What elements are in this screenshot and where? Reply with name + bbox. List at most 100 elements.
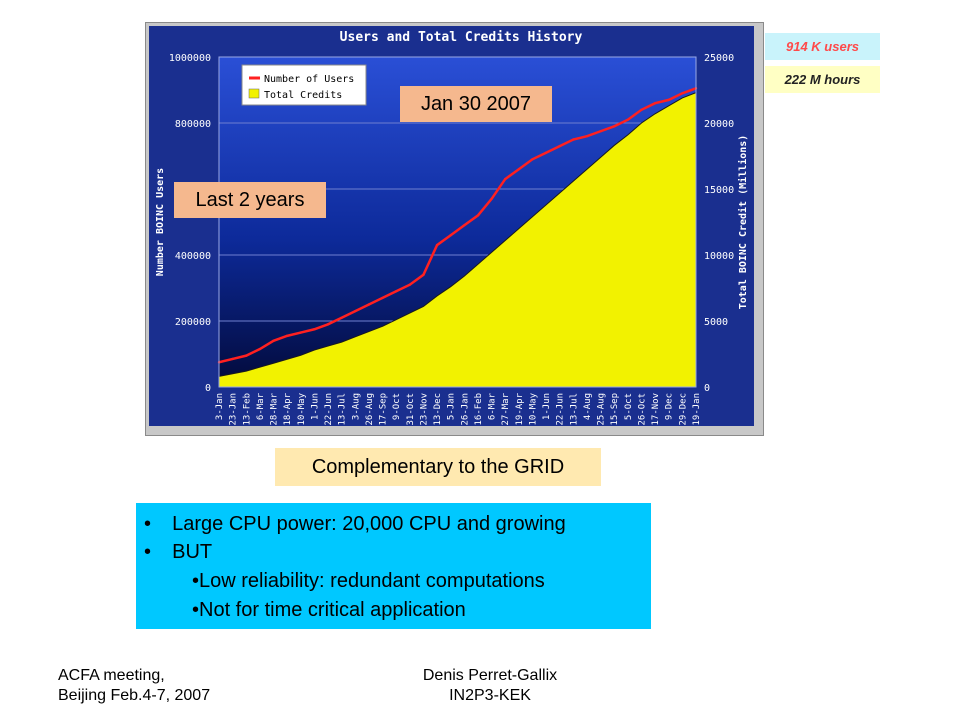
- users-point: [435, 243, 439, 247]
- users-point: [585, 135, 589, 138]
- users-point: [653, 102, 657, 105]
- x-tick-label: 6-Mar: [488, 392, 498, 420]
- bullet-cpu-power: • Large CPU power: 20,000 CPU and growin…: [144, 513, 566, 536]
- footer-meeting-line2: Beijing Feb.4-7, 2007: [58, 687, 211, 704]
- x-tick-label: 28-Mar: [270, 392, 280, 425]
- x-tick-label: 13-Jul: [338, 393, 348, 426]
- bullet-but: • BUT: [144, 541, 212, 564]
- users-point: [613, 125, 616, 128]
- x-tick-label: 26-Oct: [637, 393, 647, 426]
- bullet-not-time-critical: •Not for time critical application: [192, 599, 466, 622]
- users-point: [272, 339, 275, 342]
- x-tick-label: 23-Nov: [419, 393, 429, 426]
- legend-credits-swatch: [248, 88, 260, 99]
- x-tick-label: 31-Oct: [406, 393, 416, 426]
- users-point: [299, 331, 302, 334]
- bullet-marker: •: [144, 513, 152, 535]
- x-tick-label: 10-May: [528, 392, 538, 425]
- x-tick-label: 9-Oct: [392, 393, 402, 420]
- legend-credits-label: Total Credits: [264, 90, 342, 101]
- x-tick-label: 3-Jan: [215, 393, 225, 420]
- x-tick-label: 25-Aug: [597, 393, 607, 426]
- x-tick-label: 15-Sep: [610, 393, 620, 426]
- y-tick-label: 800000: [175, 119, 211, 130]
- chart-frame: 0200000400000600000800000100000005000100…: [145, 22, 764, 436]
- x-tick-label: 10-May: [297, 392, 307, 425]
- bullet-text: •Not for time critical application: [192, 599, 466, 621]
- x-tick-label: 1-Jun: [310, 393, 320, 420]
- plot-border: [218, 56, 697, 388]
- period-callout: Last 2 years: [174, 182, 326, 218]
- users-point: [354, 309, 357, 313]
- users-point: [517, 168, 521, 171]
- users-point: [285, 334, 289, 338]
- users-point: [558, 144, 561, 148]
- footer-meeting: ACFA meeting, Beijing Feb.4-7, 2007: [58, 666, 210, 706]
- users-point: [681, 92, 684, 95]
- x-tick-label: 17-Sep: [379, 393, 389, 426]
- x-tick-label: 1-Jun: [542, 393, 552, 420]
- credits-area: [218, 91, 697, 388]
- users-point: [394, 290, 398, 293]
- grid-subtitle: Complementary to the GRID: [275, 448, 601, 486]
- y-tick-label: 200000: [175, 317, 211, 328]
- x-tick-label: 22-Jun: [324, 393, 334, 426]
- x-tick-label: 26-Aug: [365, 393, 375, 426]
- users-point: [463, 224, 466, 227]
- users-point: [531, 158, 534, 161]
- x-tick-label: 22-Jun: [556, 393, 566, 426]
- footer-meeting-line1: ACFA meeting,: [58, 667, 165, 684]
- users-point: [544, 151, 548, 154]
- users-point: [667, 98, 670, 102]
- x-tick-label: 6-Mar: [256, 392, 266, 420]
- footer-author: Denis Perret-Gallix IN2P3-KEK: [400, 666, 580, 706]
- y2-tick-label: 5000: [704, 317, 728, 328]
- users-point: [504, 177, 507, 181]
- users-point: [599, 130, 602, 133]
- x-tick-label: 17-Nov: [651, 393, 661, 426]
- x-tick-label: 26-Jan: [460, 393, 470, 426]
- users-point: [449, 234, 452, 237]
- y2-tick-label: 15000: [704, 185, 734, 196]
- chart-title: Users and Total Credits History: [340, 30, 583, 45]
- x-tick-label: 3-Aug: [351, 393, 361, 420]
- x-tick-label: 19-Jan: [692, 393, 702, 426]
- users-point: [572, 138, 575, 141]
- users-point: [326, 323, 330, 326]
- users-point: [476, 214, 480, 217]
- y-tick-label: 400000: [175, 251, 211, 262]
- date-callout: Jan 30 2007: [400, 86, 552, 122]
- x-tick-label: 19-Apr: [515, 392, 525, 425]
- bullet-text: BUT: [172, 541, 213, 563]
- footer-author-line2: IN2P3-KEK: [449, 687, 531, 704]
- credits-history-chart: 0200000400000600000800000100000005000100…: [149, 26, 754, 426]
- x-tick-label: 9-Dec: [665, 393, 675, 420]
- users-point: [231, 357, 234, 361]
- x-tick-label: 13-Feb: [242, 393, 252, 426]
- bullet-low-reliability: •Low reliability: redundant computations: [192, 570, 545, 593]
- users-line: [218, 87, 697, 364]
- users-point: [381, 296, 384, 300]
- x-tick-label: 29-Dec: [678, 393, 688, 426]
- users-point: [245, 354, 248, 357]
- users-point: [490, 197, 493, 201]
- y-tick-label: 1000000: [169, 53, 211, 64]
- y2-tick-label: 10000: [704, 251, 734, 262]
- users-point: [340, 316, 343, 319]
- bullet-text: Large CPU power: 20,000 CPU and growing: [172, 513, 566, 535]
- y-axis-label: Number BOINC Users: [155, 168, 166, 276]
- x-tick-label: 5-Oct: [624, 393, 634, 420]
- users-point: [422, 273, 425, 276]
- users-point: [640, 108, 643, 112]
- legend: Number of Users Total Credits: [241, 64, 367, 106]
- x-tick-label: 16-Feb: [474, 393, 484, 426]
- y2-axis-label: Total BOINC Credit (Millions): [737, 135, 749, 310]
- legend-users-label: Number of Users: [264, 74, 354, 85]
- users-point: [408, 283, 411, 286]
- bullet-marker: •: [144, 541, 152, 563]
- users-count-badge: 914 K users: [765, 33, 880, 60]
- x-tick-label: 23-Jan: [229, 393, 239, 426]
- users-point: [626, 118, 630, 121]
- x-tick-label: 13-Dec: [433, 393, 443, 426]
- x-tick-label: 5-Jan: [447, 393, 457, 420]
